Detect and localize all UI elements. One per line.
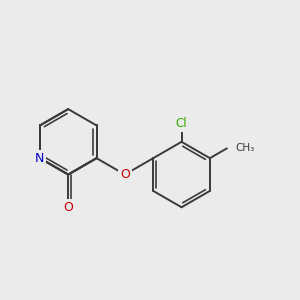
Text: Cl: Cl <box>176 117 188 130</box>
Text: N: N <box>35 152 45 165</box>
Text: O: O <box>63 201 73 214</box>
Text: O: O <box>120 168 130 181</box>
Text: CH₃: CH₃ <box>235 143 254 153</box>
